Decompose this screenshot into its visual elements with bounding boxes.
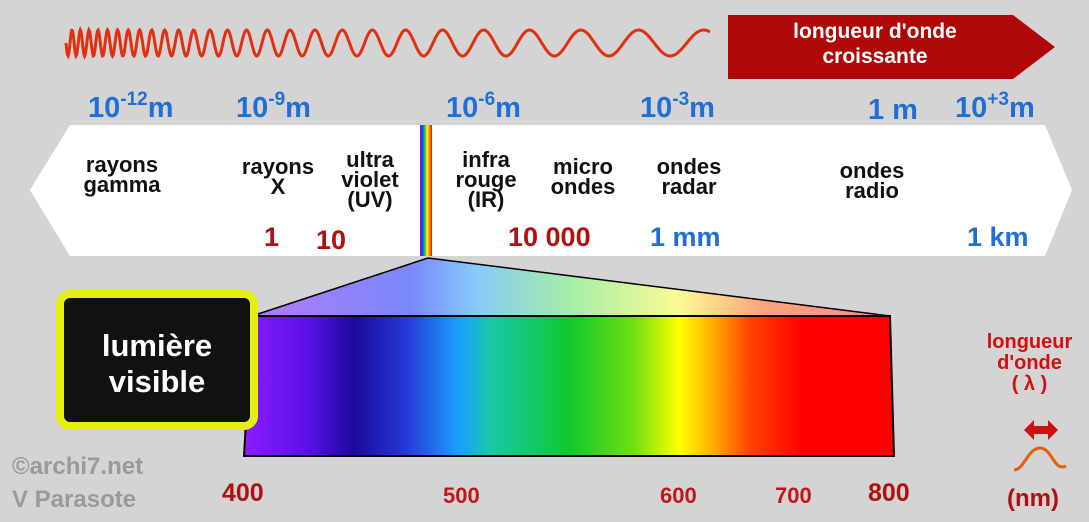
scale-label-1e-9: 10-9m <box>236 89 311 124</box>
visible-fan <box>252 258 890 316</box>
band-uv: ultra violet (UV) <box>341 147 399 213</box>
band-radar: ondes radar <box>656 154 722 200</box>
scale-label-1e3: 10+3m <box>955 89 1035 124</box>
nm-tick-500: 500 <box>443 483 480 508</box>
band-radio: ondes radio <box>839 158 905 204</box>
band-xray: rayons X <box>241 154 315 200</box>
wavelength-legend: longueur d'onde ( λ ) <box>986 331 1073 395</box>
band-gamma: rayons gamma <box>83 152 161 198</box>
visible-light-label: lumière visible <box>101 328 213 399</box>
visible-strip <box>420 125 432 256</box>
arrow-label-line1: longueur d'onde <box>793 20 957 43</box>
value-1mm: 1 mm <box>650 222 721 252</box>
wave-icon <box>1013 446 1067 472</box>
visible-light-box <box>56 290 258 430</box>
scale-label-1e-6: 10-6m <box>446 89 521 124</box>
double-arrow-icon <box>1024 420 1058 440</box>
decreasing-frequency-wave <box>64 25 711 60</box>
nm-tick-700: 700 <box>775 483 812 508</box>
scale-label-1e-3: 10-3m <box>640 89 715 124</box>
scale-label-1e-12: 10-12m <box>88 89 174 124</box>
nm-tick-800: 800 <box>868 479 910 507</box>
increasing-wavelength-arrow <box>728 15 1055 79</box>
band-ir: infra rouge (IR) <box>455 147 517 213</box>
nm-unit-label: (nm) <box>1007 485 1059 512</box>
credit-author: V Parasote <box>12 486 137 513</box>
band-micro: micro ondes <box>550 154 616 200</box>
value-10000: 10 000 <box>508 222 591 252</box>
nm-tick-400: 400 <box>222 479 264 507</box>
arrow-label-line2: croissante <box>822 45 928 68</box>
nm-tick-600: 600 <box>660 483 697 508</box>
credit-site: ©archi7.net <box>12 453 144 480</box>
value-1: 1 <box>264 222 280 252</box>
spectrum-band <box>30 125 1072 256</box>
scale-label-1m: 1 m <box>868 94 918 126</box>
value-10: 10 <box>316 225 347 255</box>
visible-spectrum <box>242 315 896 457</box>
value-1km: 1 km <box>967 222 1029 252</box>
